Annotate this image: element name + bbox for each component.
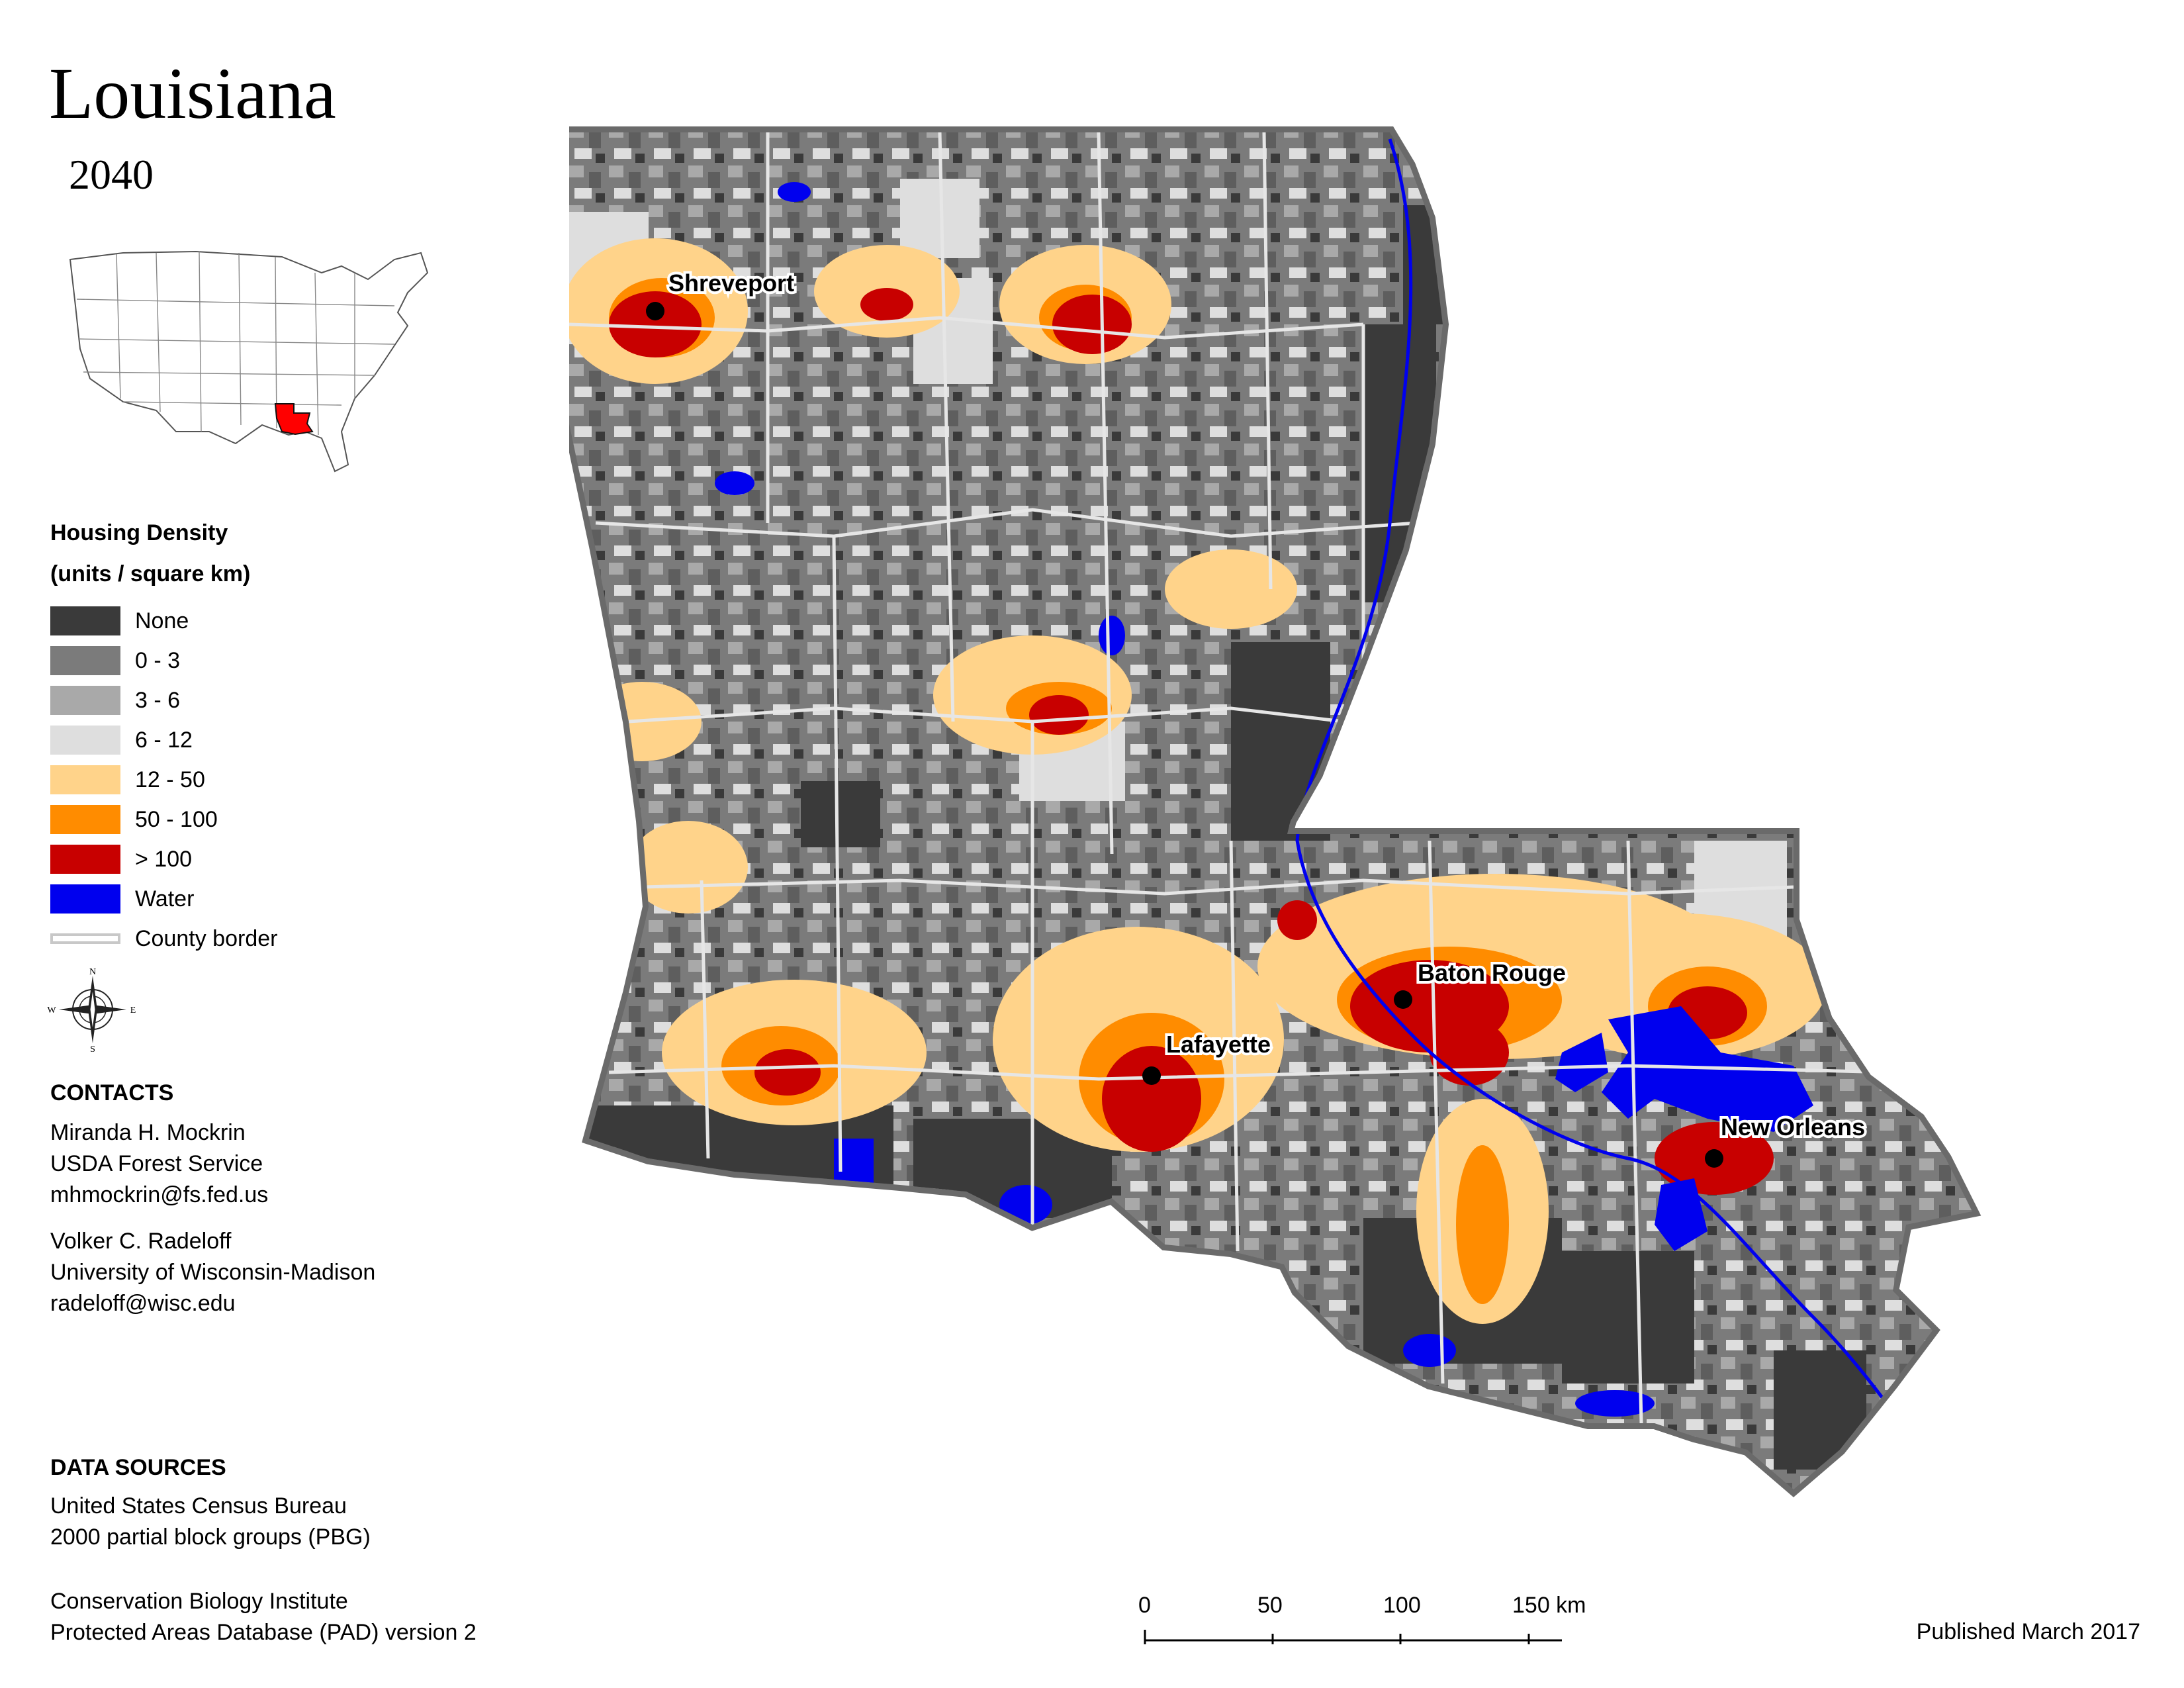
- legend-label: > 100: [135, 846, 193, 872]
- data-source-line: Protected Areas Database (PAD) version 2: [50, 1620, 477, 1645]
- city-label: Lafayette: [1166, 1031, 1271, 1058]
- city-label: Baton Rouge: [1418, 959, 1566, 986]
- contact-name: Miranda H. Mockrin: [50, 1120, 246, 1145]
- city-lafayette[interactable]: Lafayette: [1142, 1028, 1273, 1085]
- legend-item-6-12: 6 - 12: [50, 726, 193, 755]
- compass-rose-icon: N S E W: [47, 967, 136, 1053]
- legend-units: (units / square km): [50, 561, 251, 586]
- legend-swatch: [50, 805, 120, 834]
- data-sources-heading: DATA SOURCES: [50, 1455, 226, 1480]
- contact-2: Volker C. Radeloff University of Wiscons…: [50, 1226, 375, 1319]
- scale-tick-150: 150 km: [1512, 1593, 1586, 1618]
- scale-tick-50: 50: [1257, 1593, 1283, 1618]
- legend-swatch: [50, 686, 120, 715]
- scale-bar-line: [1144, 1630, 1562, 1644]
- legend-item-0-3: 0 - 3: [50, 646, 180, 675]
- mississippi-river: [1295, 138, 1934, 1464]
- legend-item-none: None: [50, 606, 189, 635]
- legend-item-water: Water: [50, 884, 194, 914]
- legend-swatch: [50, 884, 120, 914]
- legend-label: 50 - 100: [135, 806, 218, 832]
- legend-label: 12 - 50: [135, 767, 205, 792]
- data-source-census: United States Census Bureau 2000 partial…: [50, 1491, 371, 1553]
- data-source-line: 2000 partial block groups (PBG): [50, 1524, 371, 1550]
- county-border-swatch: [50, 933, 120, 944]
- city-new-orleans[interactable]: New Orleans: [1705, 1111, 1868, 1168]
- us-inset-map: [69, 250, 429, 473]
- louisiana-highlight: [274, 403, 314, 436]
- legend-item-50-100: 50 - 100: [50, 805, 218, 834]
- legend-label: 0 - 3: [135, 647, 181, 673]
- legend-swatch: [50, 726, 120, 755]
- legend-label: 6 - 12: [135, 727, 193, 753]
- legend-swatch: [50, 765, 120, 794]
- city-label: New Orleans: [1721, 1113, 1865, 1141]
- legend-item-over-100: > 100: [50, 845, 192, 874]
- data-source-line: Conservation Biology Institute: [50, 1589, 348, 1614]
- legend-item-12-50: 12 - 50: [50, 765, 205, 794]
- published-date: Published March 2017: [1916, 1619, 2140, 1644]
- contact-org: University of Wisconsin-Madison: [50, 1260, 376, 1285]
- compass-n: N: [89, 967, 96, 977]
- legend-label: 3 - 6: [135, 687, 181, 713]
- contact-org: USDA Forest Service: [50, 1151, 263, 1176]
- city-shreveport[interactable]: Shreveport: [646, 267, 797, 320]
- scale-bar: 0 50 100 150 km: [1138, 1593, 1602, 1652]
- city-baton-rouge[interactable]: Baton Rouge: [1394, 957, 1569, 1009]
- map-title: Louisiana: [49, 53, 336, 134]
- legend-label: Water: [135, 886, 195, 912]
- legend-label: None: [135, 608, 189, 633]
- legend-item-3-6: 3 - 6: [50, 686, 180, 715]
- scale-tick-100: 100: [1383, 1593, 1421, 1618]
- compass-s: S: [90, 1045, 95, 1053]
- scale-tick-0: 0: [1138, 1593, 1151, 1618]
- us-state-lines: [76, 251, 395, 436]
- legend-heading: Housing Density: [50, 520, 228, 545]
- contact-email[interactable]: mhmockrin@fs.fed.us: [50, 1182, 269, 1207]
- louisiana-housing-density-map: Shreveport Baton Rouge Lafayette New Orl…: [569, 126, 1981, 1497]
- city-label: Shreveport: [668, 269, 794, 297]
- contact-1: Miranda H. Mockrin USDA Forest Service m…: [50, 1117, 268, 1211]
- legend-label: County border: [135, 925, 278, 951]
- us-outline: [69, 250, 429, 473]
- county-borders: [569, 132, 1893, 1424]
- density-raster: [569, 132, 1972, 1489]
- legend-item-county-border: County border: [50, 924, 277, 953]
- map-year: 2040: [69, 151, 154, 198]
- legend-swatch: [50, 646, 120, 675]
- compass-w: W: [47, 1006, 56, 1015]
- contact-name: Volker C. Radeloff: [50, 1229, 232, 1254]
- compass-e: E: [130, 1006, 136, 1015]
- legend-swatch: [50, 606, 120, 635]
- data-source-cbi: Conservation Biology Institute Protected…: [50, 1586, 477, 1648]
- contact-email[interactable]: radeloff@wisc.edu: [50, 1291, 236, 1316]
- legend-swatch: [50, 845, 120, 874]
- contacts-heading: CONTACTS: [50, 1080, 174, 1105]
- data-source-line: United States Census Bureau: [50, 1493, 347, 1519]
